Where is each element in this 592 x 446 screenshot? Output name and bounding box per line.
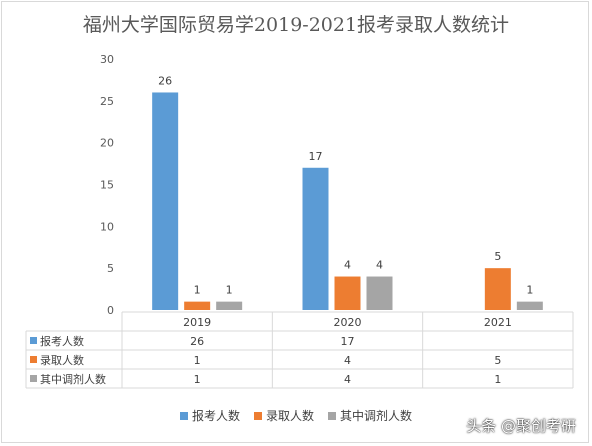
y-tick-label: 15 <box>100 179 114 192</box>
legend-item: 其中调剂人数 <box>328 407 412 424</box>
y-tick-label: 20 <box>100 137 114 150</box>
table-cell: 4 <box>344 354 351 367</box>
y-axis: 0 5 10 15 20 25 30 <box>100 53 114 317</box>
bar-2020-3 <box>366 276 393 310</box>
bar-value-label: 5 <box>494 250 501 263</box>
category-label-2020: 2020 <box>334 316 362 329</box>
bar-value-label: 17 <box>309 150 323 163</box>
table-legend-swatch <box>30 337 37 344</box>
bar-2021-2 <box>484 268 511 310</box>
chart-title: 福州大学国际贸易学2019-2021报考录取人数统计 <box>82 14 510 36</box>
legend-swatch <box>253 411 262 420</box>
watermark: 头条 @聚创考研 <box>466 417 576 435</box>
category-label-2019: 2019 <box>183 316 211 329</box>
legend-item: 报考人数 <box>179 407 240 424</box>
table-cell: 1 <box>194 373 201 386</box>
legend-item: 录取人数 <box>253 407 314 424</box>
bar-value-label: 26 <box>158 74 172 87</box>
bar-value-label: 4 <box>376 259 383 272</box>
legend-label: 其中调剂人数 <box>340 409 413 423</box>
y-tick-label: 0 <box>107 304 114 317</box>
table-series-name: 其中调剂人数 <box>40 372 106 386</box>
y-tick-label: 5 <box>107 262 114 275</box>
bar-value-label: 1 <box>226 284 233 297</box>
y-tick-label: 10 <box>100 220 114 233</box>
bar-2019-3 <box>216 301 243 310</box>
legend-label: 录取人数 <box>265 409 314 423</box>
legend-swatch <box>179 411 188 420</box>
bar-2019-2 <box>184 301 211 310</box>
bar-2020-2 <box>334 276 361 310</box>
table-cell: 1 <box>194 354 201 367</box>
category-label-2021: 2021 <box>484 316 512 329</box>
bar-value-label: 1 <box>194 284 201 297</box>
table-cell: 17 <box>341 335 355 348</box>
bar-2021-3 <box>516 301 543 310</box>
table-cell: 4 <box>344 373 351 386</box>
y-tick-label: 25 <box>100 95 114 108</box>
bar-2020-1 <box>302 167 329 310</box>
bar-value-label: 4 <box>344 259 351 272</box>
table-series-name: 录取人数 <box>40 354 84 367</box>
table-cell: 26 <box>190 335 204 348</box>
table-legend-swatch <box>30 375 37 382</box>
table-legend-swatch <box>30 356 37 363</box>
legend: 报考人数 录取人数 其中调剂人数 <box>0 407 592 424</box>
bar-value-label: 1 <box>526 284 533 297</box>
data-table: 2019 2020 2021 报考人数 26 17 录取人数 1 4 5 其中调剂人数 1 4 1 <box>25 311 574 389</box>
table-cell: 5 <box>494 354 501 367</box>
bar-2019-1 <box>152 92 179 310</box>
bars: 26 1 1 17 4 4 5 1 <box>152 74 543 310</box>
table-series-name: 报考人数 <box>40 334 84 348</box>
table-cell: 1 <box>494 373 501 386</box>
y-tick-label: 30 <box>100 53 114 66</box>
legend-swatch <box>328 411 336 420</box>
legend-label: 报考人数 <box>191 409 240 423</box>
